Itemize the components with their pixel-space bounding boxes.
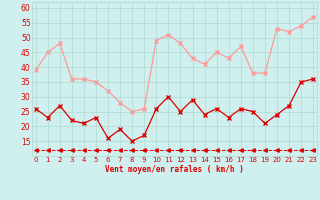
X-axis label: Vent moyen/en rafales ( km/h ): Vent moyen/en rafales ( km/h ) — [105, 165, 244, 174]
